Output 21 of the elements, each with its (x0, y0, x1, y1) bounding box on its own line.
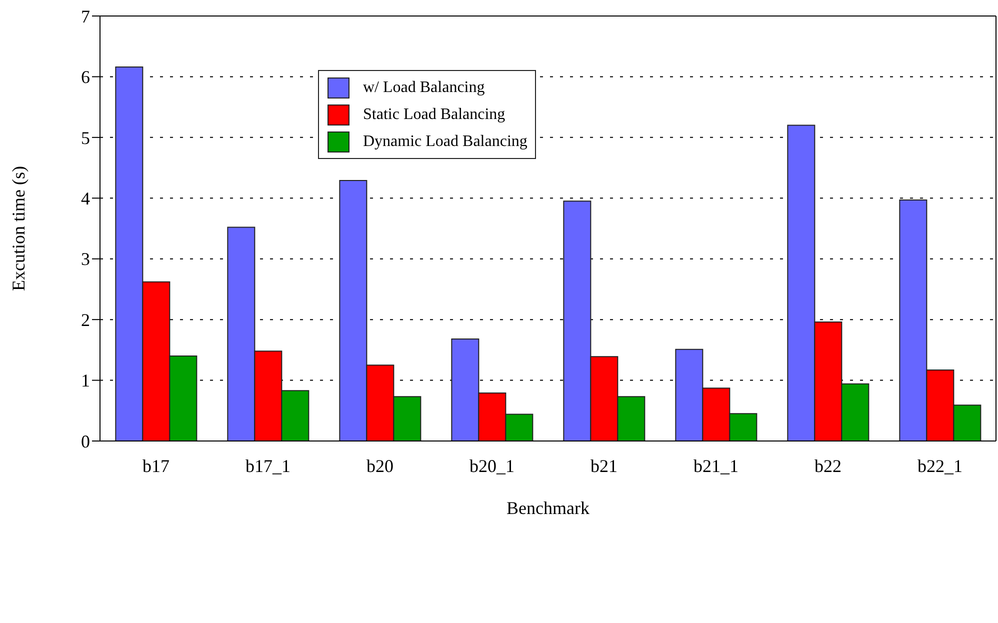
x-axis-title: Benchmark (506, 498, 590, 518)
x-tick-label: b22_1 (918, 456, 962, 476)
y-tick-label: 3 (81, 249, 90, 270)
x-tick-label: b22 (814, 456, 842, 476)
x-tick-label: b20 (366, 456, 394, 476)
legend-label: w/ Load Balancing (363, 78, 485, 96)
y-tick-label: 5 (81, 128, 90, 148)
legend-label: Static Load Balancing (363, 106, 506, 124)
y-tick-label: 7 (81, 6, 90, 26)
x-tick-label: b20_1 (470, 456, 514, 476)
x-tick-label: b17_1 (246, 456, 290, 476)
x-tick-label: b17 (142, 456, 170, 476)
x-tick-label: b21 (590, 456, 618, 476)
y-tick-label: 1 (81, 370, 90, 391)
y-tick-label: 0 (81, 431, 90, 452)
x-tick-label: b21_1 (694, 456, 738, 476)
y-tick-label: 2 (81, 310, 90, 330)
y-tick-label: 6 (81, 67, 90, 88)
legend-label: Dynamic Load Balancing (363, 132, 528, 150)
y-tick-label: 4 (81, 188, 90, 209)
y-axis-title: Excution time (s) (8, 166, 28, 291)
